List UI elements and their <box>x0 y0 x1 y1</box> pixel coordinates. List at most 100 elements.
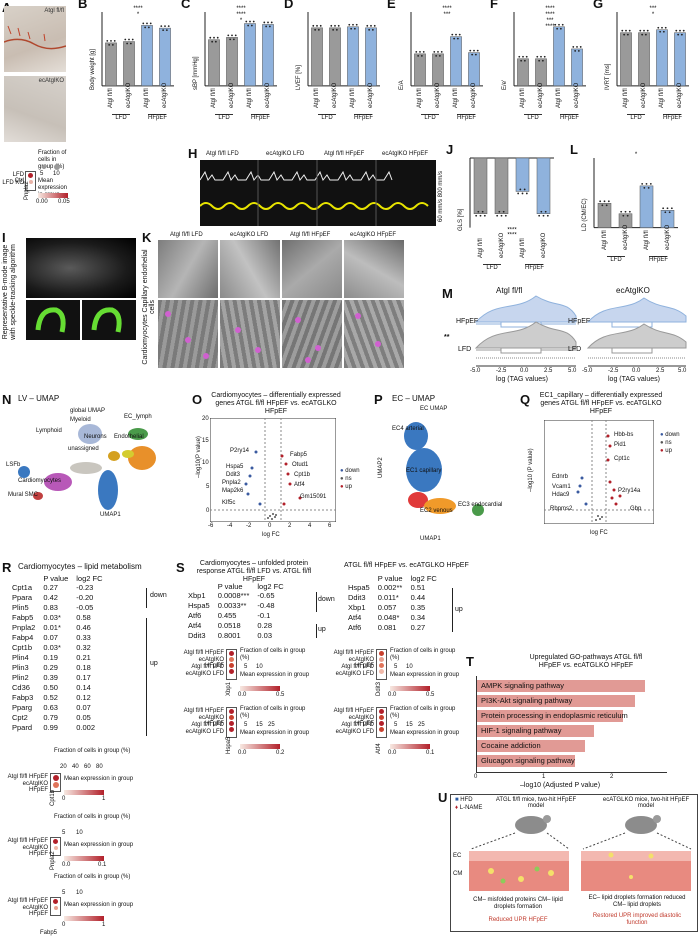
direction-label: down <box>318 596 335 603</box>
data-point <box>128 38 130 41</box>
global-umap <box>18 424 156 510</box>
em-label: ecAtglKO HFpEF <box>350 232 397 238</box>
data-point <box>435 54 438 57</box>
group-label: ecAtglKO <box>540 232 547 258</box>
legend-expression: Mean expression in group <box>64 842 134 848</box>
diet-label: LFD <box>524 113 542 121</box>
data-point <box>556 27 559 30</box>
legend-colorbar <box>390 686 430 691</box>
legend-dot-large <box>54 164 60 170</box>
data-point <box>664 211 667 214</box>
gene-name: Ppara <box>12 593 33 602</box>
data-point <box>209 36 212 39</box>
arrow-up <box>316 624 317 638</box>
dotplot-dot <box>53 846 58 850</box>
legend-tick: 5 <box>62 890 66 896</box>
significance-mark: **** <box>442 6 452 12</box>
volcano-gene-label: Cpt1b <box>294 472 311 478</box>
data-point <box>682 29 685 32</box>
bar <box>347 26 359 87</box>
cluster-label: unassigned <box>68 446 99 452</box>
data-point <box>348 23 351 26</box>
data-point <box>126 42 129 45</box>
bar <box>105 42 117 87</box>
echo-label: ecAtglKO LFD <box>266 151 305 157</box>
data-point <box>263 21 266 24</box>
data-point <box>504 214 507 217</box>
legend-label: L-NAME <box>459 805 483 811</box>
dotplot-dot <box>52 782 59 788</box>
dotplot-row: Atgl fl/fl HFpEF <box>333 650 374 656</box>
axis-tick: 2 <box>610 774 614 780</box>
volcano-xlabel: log FC <box>262 532 280 538</box>
bar <box>123 41 135 87</box>
legend-ns: ● ns <box>660 440 672 446</box>
data-point <box>525 192 528 195</box>
dotplot-box <box>25 171 36 191</box>
table-header: P value <box>43 574 69 583</box>
legend-expression: Mean expression in group <box>390 672 460 678</box>
volcano-gene-label: Ddit3 <box>226 472 241 478</box>
schematic-result: Reduced UPR HFpEF <box>488 917 548 923</box>
schematic-text: CM– misfolded proteins CM– lipid droplet… <box>473 897 563 910</box>
table-row: Ppara 0.42 -0.20 <box>8 593 107 603</box>
axis-tick: -5.0 <box>470 368 481 374</box>
upr-dotplot: Atgl fl/fl HFpEF ecAtglKO HFpEF Atgl fl/fl… <box>330 706 470 776</box>
cluster-label: Neurons <box>84 434 107 440</box>
data-point <box>417 54 420 57</box>
diet-label: LFD <box>421 113 439 121</box>
p-value: 0.057 <box>377 603 397 612</box>
echo-label: ecAtglKO HFpEF <box>382 151 429 157</box>
dotplot-dot <box>379 727 384 732</box>
dotplot-row: ecAtglKO HFpEF <box>348 715 374 727</box>
go-pathway-label: HIF-1 signaling pathway <box>481 726 562 735</box>
legend-fraction: Fraction of cells in group (%) <box>240 706 306 719</box>
p-value: 0.048* <box>377 613 400 622</box>
direction-label: down <box>150 592 167 599</box>
data-point <box>599 200 602 203</box>
legend-down: ● down <box>660 432 680 438</box>
group-label: ecAtglKO <box>368 82 374 108</box>
go-bar <box>477 695 636 707</box>
dotplot-row: Atgl fl/fl HFpEF <box>7 774 48 780</box>
p-value: 0.081 <box>377 623 397 632</box>
panel-k-side-label: Cardiomyocytes Capillary endothelial cel… <box>142 249 156 365</box>
legend-fraction: Fraction of cells in group (%) <box>54 874 131 880</box>
group-label: ecAtglKO <box>435 82 441 108</box>
data-point <box>657 26 660 29</box>
bar <box>159 27 171 87</box>
data-point <box>628 29 631 32</box>
bmode-image <box>26 238 136 298</box>
legend-colorbar <box>64 790 104 795</box>
panel-m-violin: Atgl fl/fl ecAtglKO HFpEF LFD ** HFpEF L… <box>444 286 696 386</box>
legend-colorbar <box>390 744 430 749</box>
data-point <box>265 25 268 28</box>
log2fc: -0.48 <box>257 601 275 610</box>
legend-fraction: Fraction of cells in group (%) <box>54 748 131 754</box>
data-point <box>438 54 441 57</box>
bar-chart: J GLS [%] **** **** Atgl fl/fl ecAtglKO Atgl f… <box>446 142 558 282</box>
bar <box>571 48 583 87</box>
legend-tick: 0.0 <box>238 750 247 756</box>
data-point <box>668 211 671 214</box>
violin-row: LFD <box>568 346 582 353</box>
data-point <box>355 23 358 26</box>
significance-mark: *** <box>546 18 554 24</box>
umap-title: EC – UMAP <box>392 394 436 403</box>
data-point <box>546 214 549 217</box>
group-label: ecAtglKO <box>265 82 271 108</box>
em-image <box>282 300 342 368</box>
dotplot-dot <box>28 173 33 178</box>
data-point <box>335 28 338 31</box>
legend-tick: 1 <box>102 796 106 802</box>
axis-tick: 2.5 <box>656 368 665 374</box>
legend-fraction: Fraction of cells in group (%) <box>38 150 67 170</box>
dotplot-box <box>50 773 61 792</box>
p-value: 0.8001 <box>217 631 241 640</box>
axis-tick: 20 <box>202 416 209 422</box>
gene-name: Hspa5 <box>188 601 210 610</box>
data-point <box>229 38 232 41</box>
group-label: Atgl fl/fl <box>417 88 423 108</box>
data-point <box>317 28 320 31</box>
data-point <box>332 28 335 31</box>
